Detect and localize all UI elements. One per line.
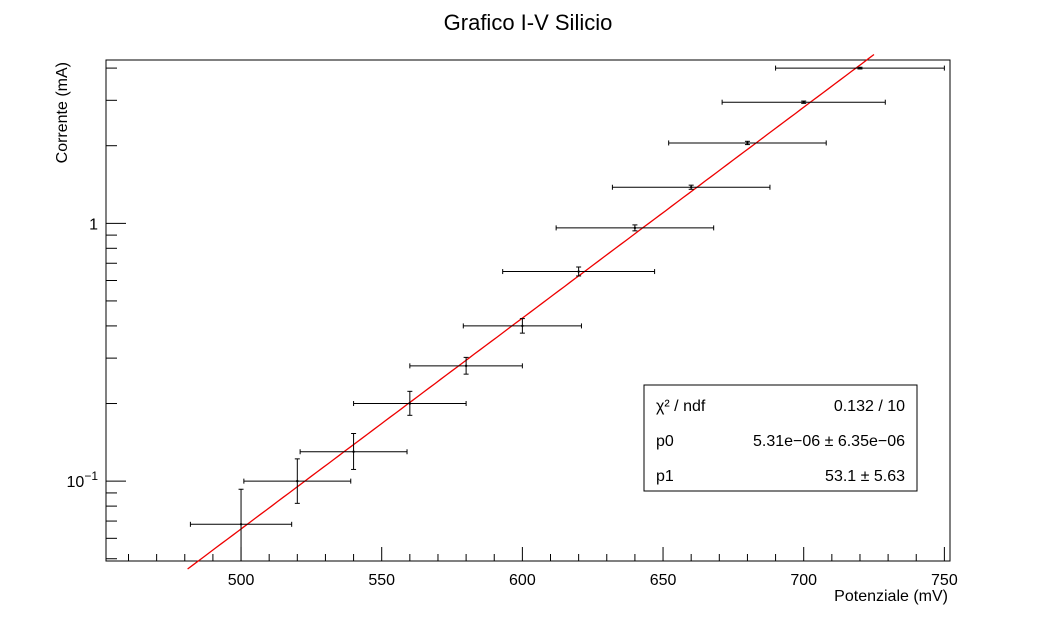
point-marker [239, 523, 243, 526]
plot-frame [105, 59, 951, 562]
stats-label-p0: p0 [656, 433, 674, 450]
stats-label-p1: p1 [656, 468, 674, 485]
data-point [721, 99, 886, 105]
point-marker [689, 186, 693, 189]
data-point [775, 65, 945, 71]
point-marker [296, 479, 299, 483]
data-point [462, 318, 582, 334]
stats-value-p1: 53.1 ± 5.63 [825, 468, 905, 485]
data-point [611, 184, 771, 190]
data-points [189, 65, 945, 562]
point-marker [746, 141, 749, 145]
point-marker [408, 402, 412, 405]
point-marker [577, 270, 580, 273]
chart-title: Grafico I-V Silicio [444, 10, 613, 35]
data-point [409, 356, 523, 375]
x-axis: 500 550 600 650 700 750 [128, 547, 958, 589]
fit-layer [187, 53, 875, 570]
x-tick-label: 550 [368, 572, 395, 589]
y-tick-label: 10−1 [67, 469, 99, 491]
data-point [353, 390, 467, 416]
stats-box: χ² / ndf 0.132 / 10 p0 5.31e−06 ± 6.35e−… [643, 384, 918, 492]
stats-label-chi2: χ² / ndf [656, 398, 706, 415]
x-tick-label: 600 [509, 572, 536, 589]
fit-curve [187, 53, 875, 570]
x-tick-label: 750 [931, 572, 958, 589]
x-tick-label: 500 [228, 572, 255, 589]
point-marker [521, 324, 524, 328]
data-point [555, 224, 715, 232]
data-point [189, 488, 293, 562]
y-tick-label: 1 [89, 216, 98, 233]
stats-box-frame [643, 384, 918, 492]
point-marker [858, 66, 862, 70]
data-point [299, 433, 408, 470]
x-axis-label: Potenziale (mV) [834, 588, 948, 605]
point-marker [633, 226, 637, 230]
x-tick-label: 700 [790, 572, 817, 589]
data-point [502, 266, 656, 277]
stats-value-p0: 5.31e−06 ± 6.35e−06 [753, 433, 905, 450]
y-axis-label: Corrente (mA) [54, 62, 71, 163]
y-axis: 1 10−1 [67, 67, 126, 560]
data-point [243, 458, 352, 504]
x-tick-label: 650 [650, 572, 677, 589]
point-marker [464, 364, 468, 368]
data-point [668, 140, 827, 146]
point-marker [802, 100, 805, 104]
point-marker [352, 450, 355, 453]
stats-value-chi2: 0.132 / 10 [834, 398, 905, 415]
